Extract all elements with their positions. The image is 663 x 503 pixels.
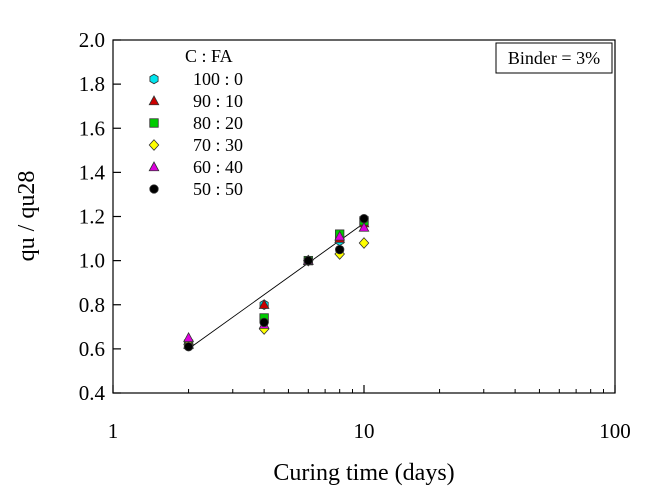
data-points	[183, 214, 370, 352]
y-tick-label: 0.4	[79, 381, 106, 405]
legend-label: 100 : 0	[193, 69, 243, 89]
legend-label: 80 : 20	[193, 113, 243, 133]
x-tick-label: 100	[599, 419, 631, 443]
y-tick-label: 2.0	[79, 28, 105, 52]
legend-marker	[148, 95, 160, 106]
legend-marker	[149, 73, 159, 85]
y-tick-label: 0.8	[79, 293, 105, 317]
trendline	[188, 222, 365, 350]
legend-marker	[149, 118, 159, 128]
data-point	[358, 221, 370, 232]
y-tick-label: 0.6	[79, 337, 105, 361]
legend-label: 60 : 40	[193, 157, 243, 177]
y-tick-label: 1.4	[79, 160, 106, 184]
y-tick-label: 1.8	[79, 72, 105, 96]
data-point	[303, 255, 313, 266]
data-point	[358, 237, 370, 249]
annotation-text: Binder = 3%	[508, 48, 600, 68]
annotation-box: Binder = 3%	[495, 42, 613, 74]
y-tick-label: 1.6	[79, 116, 105, 140]
x-tick-label: 10	[354, 419, 375, 443]
legend-label: 70 : 30	[193, 135, 243, 155]
annotation-frame	[495, 42, 613, 74]
y-axis: 0.4 0.6 0.8 1.0 1.2 1.4 1.6 1.8 2.0	[79, 28, 121, 405]
trendline-group	[188, 222, 365, 350]
legend-label: 50 : 50	[193, 179, 243, 199]
data-point	[334, 230, 346, 241]
data-point	[258, 298, 270, 309]
x-tick-label: 1	[108, 419, 119, 443]
data-point	[259, 317, 269, 328]
x-axis: 1 10 100	[108, 385, 631, 443]
y-tick-label: 1.2	[79, 205, 105, 229]
x-axis-title: Curing time (days)	[273, 460, 454, 486]
legend-title: C : FA	[185, 46, 233, 66]
data-point	[335, 244, 345, 255]
y-tick-label: 1.0	[79, 249, 105, 273]
legend-label: 90 : 10	[193, 91, 243, 111]
y-axis-title: qu / qu28	[14, 171, 40, 262]
data-point	[183, 332, 194, 342]
legend-marker	[149, 184, 159, 194]
data-point	[183, 342, 194, 352]
legend-marker	[148, 161, 160, 172]
legend-marker	[148, 139, 160, 151]
data-point	[359, 214, 369, 224]
